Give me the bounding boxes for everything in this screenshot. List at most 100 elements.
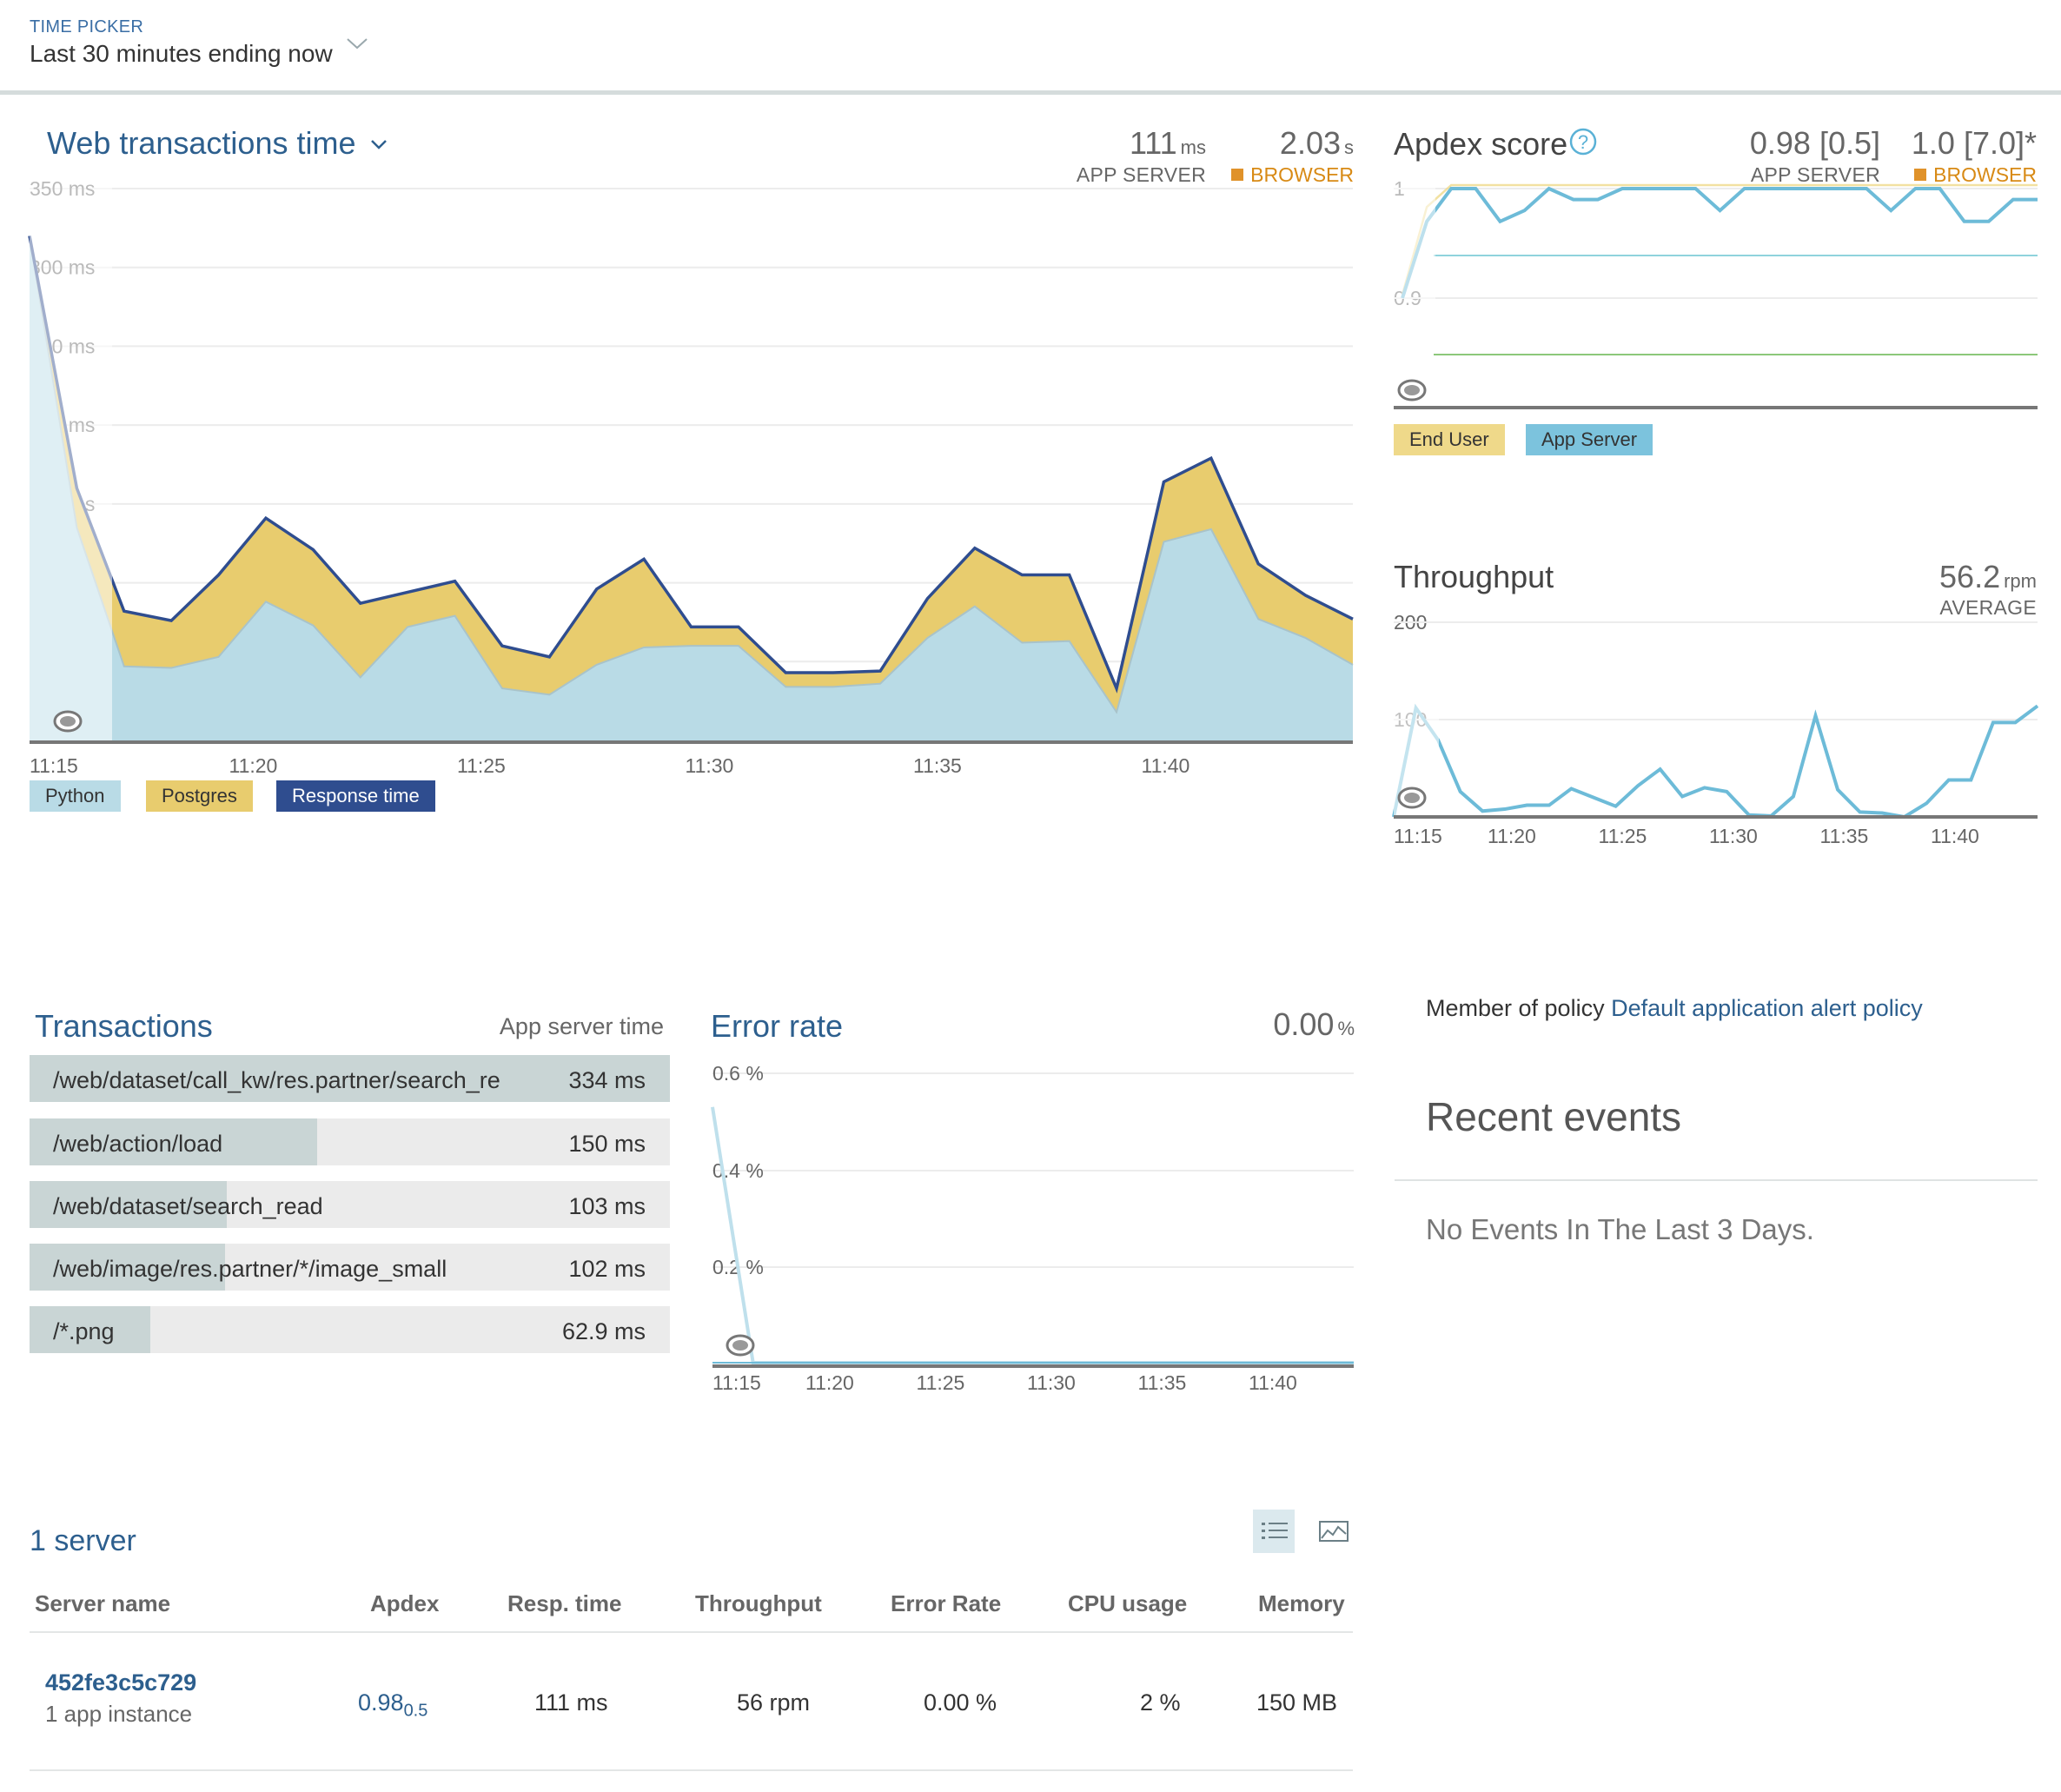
column-memory[interactable]: Memory xyxy=(1258,1590,1345,1616)
error-rate-value: 0.00 xyxy=(1273,1006,1335,1042)
browser-value: 2.03 xyxy=(1279,125,1341,161)
transaction-row[interactable]: /web/dataset/call_kw/res.partner/search_… xyxy=(30,1055,670,1102)
server-apdex-threshold: 0.5 xyxy=(403,1701,428,1721)
error-rate-stat: 0.00% xyxy=(1273,1006,1355,1043)
web-transactions-title[interactable]: Web transactions time xyxy=(47,125,356,161)
x-tick-label: 11:25 xyxy=(457,754,506,777)
x-tick-label: 11:15 xyxy=(30,754,78,777)
throughput-title: Throughput xyxy=(1394,559,1554,594)
response-time-line xyxy=(28,236,1354,694)
x-tick-label: 11:35 xyxy=(1820,825,1869,847)
transaction-name: /web/dataset/call_kw/res.partner/search_… xyxy=(53,1067,500,1093)
transactions-title[interactable]: Transactions xyxy=(35,1008,213,1044)
browser-label: BROWSER xyxy=(1231,163,1354,187)
transaction-bar xyxy=(30,1181,227,1228)
chevron-down-icon[interactable] xyxy=(344,33,370,54)
apdex-browser-value: 1.0 [7.0]* xyxy=(1911,125,2037,161)
server-error-rate: 0.00 % xyxy=(924,1689,997,1716)
transaction-value: 334 ms xyxy=(568,1067,646,1093)
app-server-unit: ms xyxy=(1180,136,1206,158)
transaction-bar xyxy=(30,1306,150,1353)
x-tick-label: 11:20 xyxy=(229,754,278,777)
toggle-eye-pupil xyxy=(1404,385,1420,395)
toggle-eye-pupil xyxy=(1404,793,1420,803)
table-row-divider xyxy=(30,1769,1353,1771)
policy-link[interactable]: Default application alert policy xyxy=(1611,995,1923,1021)
apdex-browser-label-text: BROWSER xyxy=(1933,163,2037,186)
transaction-row[interactable]: /web/action/load 150 ms xyxy=(30,1118,670,1165)
browser-square-icon xyxy=(1231,169,1244,181)
python-line xyxy=(29,236,1354,714)
column-server-name[interactable]: Server name xyxy=(35,1590,171,1616)
transaction-name: /web/action/load xyxy=(53,1131,223,1157)
app-server-stat: 111 ms xyxy=(1130,125,1206,162)
transaction-name: /web/image/res.partner/*/image_small xyxy=(53,1256,447,1282)
server-name-link[interactable]: 452fe3c5c729 xyxy=(45,1669,197,1696)
app-server-value: 111 xyxy=(1129,125,1177,161)
faded-region xyxy=(30,180,112,740)
transaction-value: 62.9 ms xyxy=(561,1318,646,1344)
server-throughput: 56 rpm xyxy=(737,1689,811,1716)
column-apdex[interactable]: Apdex xyxy=(370,1590,440,1616)
error-rate-line xyxy=(711,1106,1354,1364)
chevron-down-icon[interactable] xyxy=(368,136,389,153)
policy-membership: Member of policy Default application ale… xyxy=(1426,995,1923,1022)
legend-end-user[interactable]: End User xyxy=(1394,424,1505,455)
throughput-stat: 56.2 rpm xyxy=(1939,559,2037,595)
transaction-name: /*.png xyxy=(53,1318,115,1344)
legend-response-time[interactable]: Response time xyxy=(276,780,435,812)
end-user-line xyxy=(1401,183,2038,295)
table-header-divider xyxy=(30,1631,1353,1633)
list-view-icon[interactable] xyxy=(1253,1510,1295,1553)
server-apdex[interactable]: 0.980.5 xyxy=(358,1689,427,1721)
x-tick-label: 11:40 xyxy=(1931,825,1979,847)
x-tick-label: 11:20 xyxy=(1488,825,1536,847)
legend-python[interactable]: Python xyxy=(30,780,121,812)
time-picker-value[interactable]: Last 30 minutes ending now xyxy=(30,40,333,67)
transactions-subtitle: App server time xyxy=(499,1013,664,1039)
x-tick-label: 11:20 xyxy=(805,1371,854,1394)
server-resp-time: 111 ms xyxy=(534,1689,608,1716)
header-divider xyxy=(0,90,2061,95)
web-transactions-chart: 350 ms300 ms250 ms200 ms150 ms100 ms50 m… xyxy=(28,177,1354,777)
throughput-label: AVERAGE xyxy=(1939,596,2037,619)
servers-title: 1 server xyxy=(30,1524,136,1557)
error-rate-unit: % xyxy=(1337,1018,1355,1039)
transaction-row[interactable]: /*.png 62.9 ms xyxy=(30,1306,670,1353)
chart-view-icon[interactable] xyxy=(1312,1510,1354,1553)
svg-text:?: ? xyxy=(1578,131,1588,153)
server-memory: 150 MB xyxy=(1256,1689,1338,1716)
apdex-app-server-value: 0.98 [0.5] xyxy=(1749,125,1880,161)
python-area xyxy=(30,236,1353,740)
x-tick-label: 11:30 xyxy=(1027,1371,1076,1394)
legend-app-server[interactable]: App Server xyxy=(1526,424,1653,455)
column-resp-time[interactable]: Resp. time xyxy=(507,1590,622,1616)
transaction-bar xyxy=(30,1055,670,1102)
throughput-value: 56.2 xyxy=(1939,559,2001,594)
transaction-row[interactable]: /web/dataset/search_read 103 ms xyxy=(30,1181,670,1228)
error-rate-title[interactable]: Error rate xyxy=(711,1008,844,1044)
column-cpu-usage[interactable]: CPU usage xyxy=(1068,1590,1188,1616)
x-tick-label: 11:15 xyxy=(1394,825,1442,847)
recent-events-title: Recent events xyxy=(1426,1094,1682,1139)
column-throughput[interactable]: Throughput xyxy=(695,1590,822,1616)
transaction-value: 150 ms xyxy=(568,1131,646,1157)
legend-postgres[interactable]: Postgres xyxy=(146,780,253,812)
y-tick-label: 0.6 % xyxy=(712,1062,764,1085)
x-tick-label: 11:25 xyxy=(1599,825,1647,847)
throughput-line xyxy=(1392,703,2039,820)
throughput-unit: rpm xyxy=(2004,570,2037,592)
transaction-row[interactable]: /web/image/res.partner/*/image_small 102… xyxy=(30,1244,670,1291)
apdex-chart: 10.9 xyxy=(1394,174,2038,409)
apdex-title: Apdex score xyxy=(1394,126,1568,162)
help-icon[interactable]: ? xyxy=(1569,128,1597,156)
time-picker-label: TIME PICKER xyxy=(30,17,144,37)
server-cpu: 2 % xyxy=(1140,1689,1181,1716)
x-tick-label: 11:35 xyxy=(913,754,962,777)
faded-region xyxy=(1394,174,1435,313)
x-tick-label: 11:15 xyxy=(712,1371,761,1394)
column-error-rate[interactable]: Error Rate xyxy=(891,1590,1002,1616)
browser-square-icon xyxy=(1914,169,1927,181)
x-tick-label: 11:30 xyxy=(1709,825,1758,847)
